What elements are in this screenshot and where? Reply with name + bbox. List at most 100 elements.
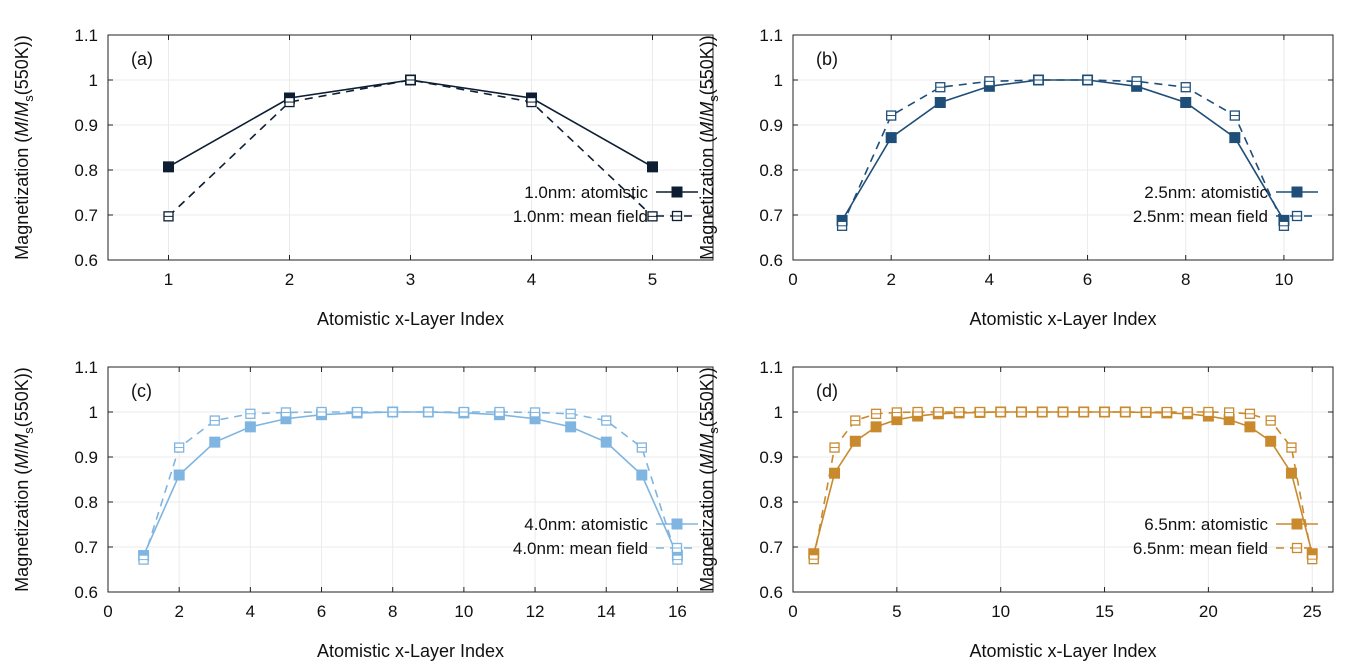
data-point <box>934 97 946 108</box>
y-tick-label: 1 <box>89 403 98 422</box>
data-point <box>1285 467 1297 479</box>
series-mean-field <box>808 406 1318 565</box>
y-axis-title-prefix: Magnetization ( <box>697 469 717 592</box>
data-point <box>163 161 174 173</box>
y-axis-title-prefix: Magnetization ( <box>12 469 32 592</box>
chart-panel-d: 0.6 0.7 0.8 0.9 1 1.1 0 5 10 15 20 25 Atomistic x-La… <box>697 358 1334 661</box>
x-tick-label: 12 <box>526 602 545 621</box>
series-line <box>841 79 1285 227</box>
x-tick-label: 0 <box>103 602 112 621</box>
y-axis-title-m: M <box>12 454 32 469</box>
x-axis-title: Atomistic x-Layer Index <box>969 309 1156 329</box>
y-axis-title-suffix: (550K)) <box>12 367 32 427</box>
y-axis-title-ms: M <box>697 434 717 449</box>
chart-panel-b: 0.6 0.7 0.8 0.9 1 1.1 0 2 4 6 8 10 Atomistic x-Layer… <box>697 26 1334 329</box>
series-atomistic <box>138 406 683 562</box>
x-axis-title: Atomistic x-Layer Index <box>969 641 1156 661</box>
y-axis-title-m: M <box>12 122 32 137</box>
y-axis-title-slash: / <box>697 117 717 122</box>
y-tick-label: 1 <box>774 403 783 422</box>
plot-frame <box>107 366 714 593</box>
data-point <box>209 436 221 448</box>
y-tick-label: 0.8 <box>74 161 98 180</box>
y-axis-title-slash: / <box>12 449 32 454</box>
x-tick-label: 0 <box>788 270 797 289</box>
data-point <box>173 469 185 481</box>
series-mean-field <box>836 74 1290 231</box>
y-axis-title-suffix: (550K)) <box>12 35 32 95</box>
data-point <box>600 436 612 448</box>
x-tick-label: 0 <box>788 602 797 621</box>
y-tick-label: 0.6 <box>74 251 98 270</box>
x-axis-title: Atomistic x-Layer Index <box>317 641 504 661</box>
y-axis-title-sub: s <box>21 95 36 102</box>
data-point <box>647 161 658 173</box>
y-tick-label: 0.9 <box>759 116 783 135</box>
legend-label: 6.5nm: atomistic <box>1144 515 1268 534</box>
data-point <box>885 132 897 144</box>
chart-panel-c: 0.6 0.7 0.8 0.9 1 1.1 0 2 4 6 8 10 12 14 16 Atomistic x… <box>12 358 714 661</box>
x-tick-label: 10 <box>1274 270 1293 289</box>
plot-frame <box>792 34 1334 261</box>
x-tick-label: 1 <box>164 270 173 289</box>
chart-panel-a: 0.6 0.7 0.8 0.9 1 1.1 1 2 3 4 5 Atomistic x-Layer I… <box>12 26 714 329</box>
panel-label: (b) <box>816 49 838 69</box>
legend-label: 2.5nm: mean field <box>1133 207 1268 226</box>
legend-entry: 4.0nm: mean field <box>513 539 698 558</box>
y-axis-title-prefix: Magnetization ( <box>12 137 32 260</box>
y-tick-label: 1.1 <box>759 26 783 45</box>
data-point <box>565 421 577 433</box>
legend-entry: 2.5nm: mean field <box>1133 207 1318 226</box>
y-axis-title-ms: M <box>12 434 32 449</box>
x-tick-label: 8 <box>1181 270 1190 289</box>
data-point <box>636 469 648 481</box>
y-axis-title-sub: s <box>706 427 721 434</box>
x-tick-label: 5 <box>892 602 901 621</box>
y-axis-title: Magnetization (M/Ms(550K)) <box>12 35 36 260</box>
y-tick-label: 1.1 <box>759 358 783 377</box>
y-tick-label: 0.8 <box>74 493 98 512</box>
series-line <box>142 411 679 560</box>
y-tick-label: 0.9 <box>74 448 98 467</box>
x-tick-label: 16 <box>668 602 687 621</box>
y-axis-title-slash: / <box>12 117 32 122</box>
series-atomistic <box>808 406 1318 560</box>
y-tick-label: 0.9 <box>759 448 783 467</box>
panel-label: (d) <box>816 381 838 401</box>
series-line <box>167 79 654 217</box>
legend-swatch-marker <box>671 186 683 198</box>
y-tick-label: 0.7 <box>759 206 783 225</box>
data-point <box>1265 435 1277 447</box>
y-axis-title-prefix: Magnetization ( <box>697 137 717 260</box>
x-tick-label: 25 <box>1303 602 1322 621</box>
legend-swatch-marker <box>1291 186 1303 198</box>
legend-swatch-marker <box>671 518 683 530</box>
y-axis-title: Magnetization (M/Ms(550K)) <box>697 367 721 592</box>
y-axis-title-suffix: (550K)) <box>697 367 717 427</box>
x-tick-label: 2 <box>886 270 895 289</box>
y-axis-title-sub: s <box>21 427 36 434</box>
panel-label: (a) <box>131 49 153 69</box>
legend-label: 4.0nm: mean field <box>513 539 648 558</box>
y-axis-title: Magnetization (M/Ms(550K)) <box>12 367 36 592</box>
y-tick-label: 0.6 <box>74 583 98 602</box>
x-tick-label: 3 <box>406 270 415 289</box>
x-axis-title: Atomistic x-Layer Index <box>317 309 504 329</box>
plot-frame <box>792 366 1334 593</box>
series-mean-field <box>138 406 683 565</box>
data-point <box>1180 97 1192 108</box>
legend-entry: 1.0nm: mean field <box>513 207 698 226</box>
legend-entry: 2.5nm: atomistic <box>1144 183 1318 202</box>
y-axis-title-sub: s <box>706 95 721 102</box>
y-axis-title-suffix: (550K)) <box>697 35 717 95</box>
y-tick-label: 0.6 <box>759 251 783 270</box>
x-tick-label: 5 <box>648 270 657 289</box>
x-tick-label: 20 <box>1199 602 1218 621</box>
y-axis-title: Magnetization (M/Ms(550K)) <box>697 35 721 260</box>
legend-entry: 6.5nm: mean field <box>1133 539 1318 558</box>
x-tick-label: 4 <box>985 270 994 289</box>
y-tick-label: 1.1 <box>74 26 98 45</box>
panel-label: (c) <box>131 381 152 401</box>
y-tick-label: 0.6 <box>759 583 783 602</box>
